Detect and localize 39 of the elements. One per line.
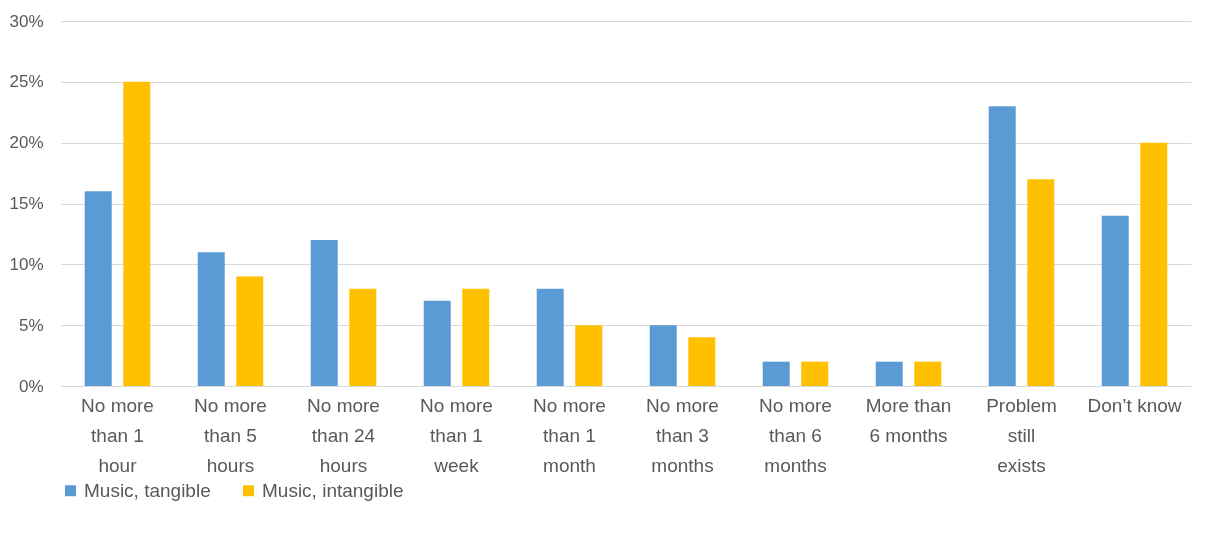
bar — [875, 361, 903, 386]
y-tick-label: 0% — [18, 376, 44, 396]
x-tick-label: Problem still exists — [986, 394, 1057, 476]
bar — [1140, 142, 1168, 386]
x-tick-label: No more than 1 hour — [81, 394, 154, 476]
y-tick-label: 15% — [9, 194, 44, 213]
bar — [914, 361, 942, 386]
x-tick-label: No more than 1 month — [533, 394, 606, 476]
bar — [123, 81, 151, 386]
x-tick-label: More than 6 months — [865, 394, 952, 446]
y-tick-label: 30% — [9, 11, 44, 31]
y-tick-label: 10% — [9, 254, 44, 274]
bar — [762, 361, 790, 386]
x-tick-label: No more than 24 hours — [307, 394, 380, 476]
bar — [84, 191, 112, 386]
bar — [575, 325, 603, 386]
y-tick-label: 25% — [9, 72, 44, 92]
bar — [349, 288, 377, 386]
bar — [801, 361, 829, 386]
bar — [649, 325, 677, 386]
bar — [688, 337, 716, 386]
y-tick-label: 20% — [9, 133, 44, 153]
x-tick-label: No more than 5 hours — [194, 394, 267, 476]
y-tick-label: 5% — [18, 315, 44, 335]
bar — [1101, 215, 1129, 386]
bar — [988, 106, 1016, 386]
bar — [197, 252, 225, 386]
bar — [236, 276, 264, 386]
bar — [423, 300, 451, 386]
legend-label: Music, tangible — [84, 479, 211, 501]
x-tick-label: No more than 3 months — [646, 394, 719, 476]
x-tick-label: No more than 6 months — [759, 394, 832, 476]
x-tick-label: Don’t know — [1087, 394, 1182, 416]
legend-label: Music, intangible — [262, 479, 404, 501]
bar — [310, 240, 338, 386]
bar — [536, 288, 564, 386]
bar — [1027, 179, 1055, 386]
bar — [462, 288, 490, 386]
x-tick-label: No more than 1 week — [420, 394, 493, 476]
